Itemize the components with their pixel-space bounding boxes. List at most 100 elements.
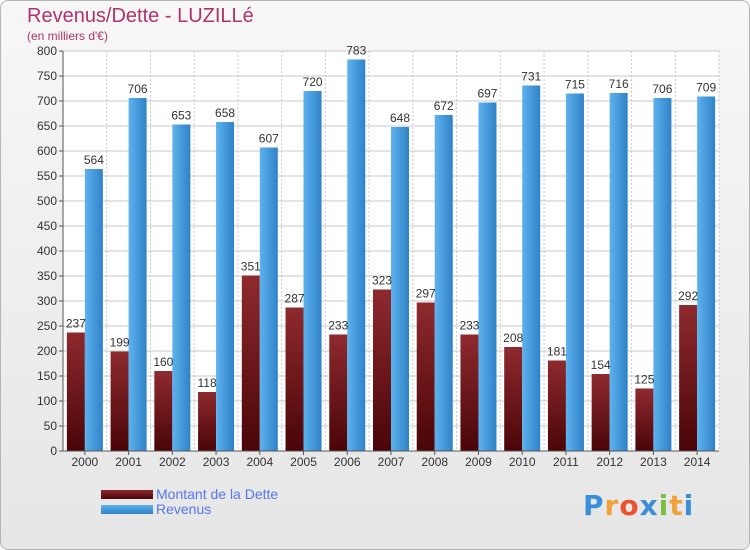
x-tick-label: 2014: [684, 455, 711, 469]
y-tick-label: 450: [37, 219, 57, 233]
y-tick-label: 750: [37, 69, 57, 83]
legend-label-revenus: Revenus: [156, 501, 212, 517]
bar-revenus: [259, 147, 278, 451]
data-label-revenus: 564: [84, 153, 104, 167]
logo-letter: t: [669, 489, 684, 522]
data-label-dette: 351: [241, 260, 261, 274]
data-label-revenus: 607: [259, 132, 279, 146]
data-label-revenus: 653: [171, 109, 191, 123]
bar-revenus: [216, 122, 235, 451]
x-tick-label: 2006: [334, 455, 361, 469]
bars: [66, 59, 716, 451]
data-labels: 237 564 199 706 160 653 118 658 351 607 287 720 233 7…: [66, 44, 717, 391]
bar-dette: [285, 307, 304, 451]
data-label-dette: 292: [678, 289, 698, 303]
bar-dette: [198, 392, 217, 451]
y-tick-label: 200: [37, 344, 57, 358]
bar-revenus: [391, 127, 409, 451]
logo-letter: x: [639, 489, 659, 522]
logo-letter: i: [658, 489, 670, 522]
data-label-dette: 154: [591, 358, 611, 372]
logo-letter: o: [619, 489, 640, 522]
bar-dette: [635, 388, 654, 451]
y-tick-label: 400: [37, 244, 57, 258]
data-label-revenus: 706: [652, 82, 672, 96]
y-tick-label: 500: [37, 194, 57, 208]
bar-dette: [373, 289, 391, 451]
bar-revenus: [478, 102, 497, 451]
data-label-dette: 233: [459, 319, 479, 333]
bar-dette: [241, 275, 260, 451]
y-tick-label: 650: [37, 119, 57, 133]
data-label-revenus: 648: [390, 111, 410, 125]
x-tick-label: 2007: [378, 455, 405, 469]
y-tick-label: 550: [37, 169, 57, 183]
bar-dette: [66, 332, 85, 451]
bar-dette: [547, 360, 566, 451]
bar-revenus: [609, 93, 628, 451]
bar-revenus: [347, 59, 366, 451]
data-label-dette: 160: [153, 355, 173, 369]
data-label-dette: 233: [328, 319, 348, 333]
x-tick-label: 2011: [553, 455, 579, 469]
y-tick-label: 700: [37, 94, 57, 108]
x-tick-label: 2003: [203, 455, 230, 469]
y-tick-label: 50: [44, 419, 58, 433]
x-tick-label: 2009: [465, 455, 492, 469]
y-tick-label: 100: [37, 394, 57, 408]
x-tick-label: 2001: [115, 455, 142, 469]
x-tick-label: 2008: [421, 455, 448, 469]
x-tick-label: 2012: [596, 455, 623, 469]
x-tick-label: 2000: [72, 455, 99, 469]
bar-revenus: [697, 96, 716, 451]
data-label-dette: 237: [66, 317, 86, 331]
bar-revenus: [303, 91, 322, 451]
legend-swatch-dette: [101, 490, 153, 499]
legend-swatch-revenus: [101, 505, 153, 514]
data-label-revenus: 731: [521, 70, 541, 84]
y-tick-label: 150: [37, 369, 57, 383]
chart-title: Revenus/Dette - LUZILLé: [27, 5, 254, 27]
bar-revenus: [565, 93, 584, 451]
data-label-dette: 118: [197, 376, 216, 390]
bar-dette: [110, 351, 129, 451]
data-label-dette: 181: [547, 345, 567, 359]
data-label-revenus: 658: [215, 106, 235, 120]
y-tick-label: 800: [37, 44, 57, 58]
x-tick-label: 2005: [290, 455, 317, 469]
bar-dette: [460, 334, 479, 451]
logo-letter: P: [583, 489, 605, 522]
data-label-dette: 297: [416, 287, 436, 301]
data-label-revenus: 697: [477, 87, 497, 101]
y-tick-label: 250: [37, 319, 57, 333]
axes: 0 50 100 150 200 250 300 350 400 450 500 550 600 650 7…: [37, 44, 719, 469]
bar-revenus: [128, 98, 147, 451]
data-label-revenus: 706: [128, 82, 148, 96]
bar-revenus: [172, 124, 191, 451]
bar-revenus: [434, 115, 453, 451]
x-tick-label: 2002: [159, 455, 186, 469]
data-label-dette: 287: [285, 292, 305, 306]
data-label-dette: 125: [634, 373, 654, 387]
data-label-dette: 208: [503, 331, 523, 345]
bar-dette: [416, 302, 435, 451]
chart-subtitle: (en milliers d'€): [27, 29, 108, 43]
data-label-dette: 323: [372, 274, 392, 288]
bar-dette: [679, 305, 698, 451]
bar-dette: [329, 334, 348, 451]
y-tick-label: 0: [50, 444, 57, 458]
data-label-revenus: 720: [303, 75, 323, 89]
logo-letter: i: [683, 489, 695, 522]
data-label-revenus: 715: [565, 78, 585, 92]
bar-revenus: [522, 85, 541, 451]
data-label-revenus: 709: [696, 81, 716, 95]
data-label-revenus: 716: [609, 77, 629, 91]
data-label-dette: 199: [110, 336, 130, 350]
bar-dette: [504, 347, 523, 451]
bar-dette: [591, 374, 610, 451]
bar-dette: [154, 371, 173, 451]
proxiti-logo: Proxiti: [583, 489, 694, 522]
legend-label-dette: Montant de la Dette: [156, 486, 279, 502]
y-tick-label: 600: [37, 144, 57, 158]
